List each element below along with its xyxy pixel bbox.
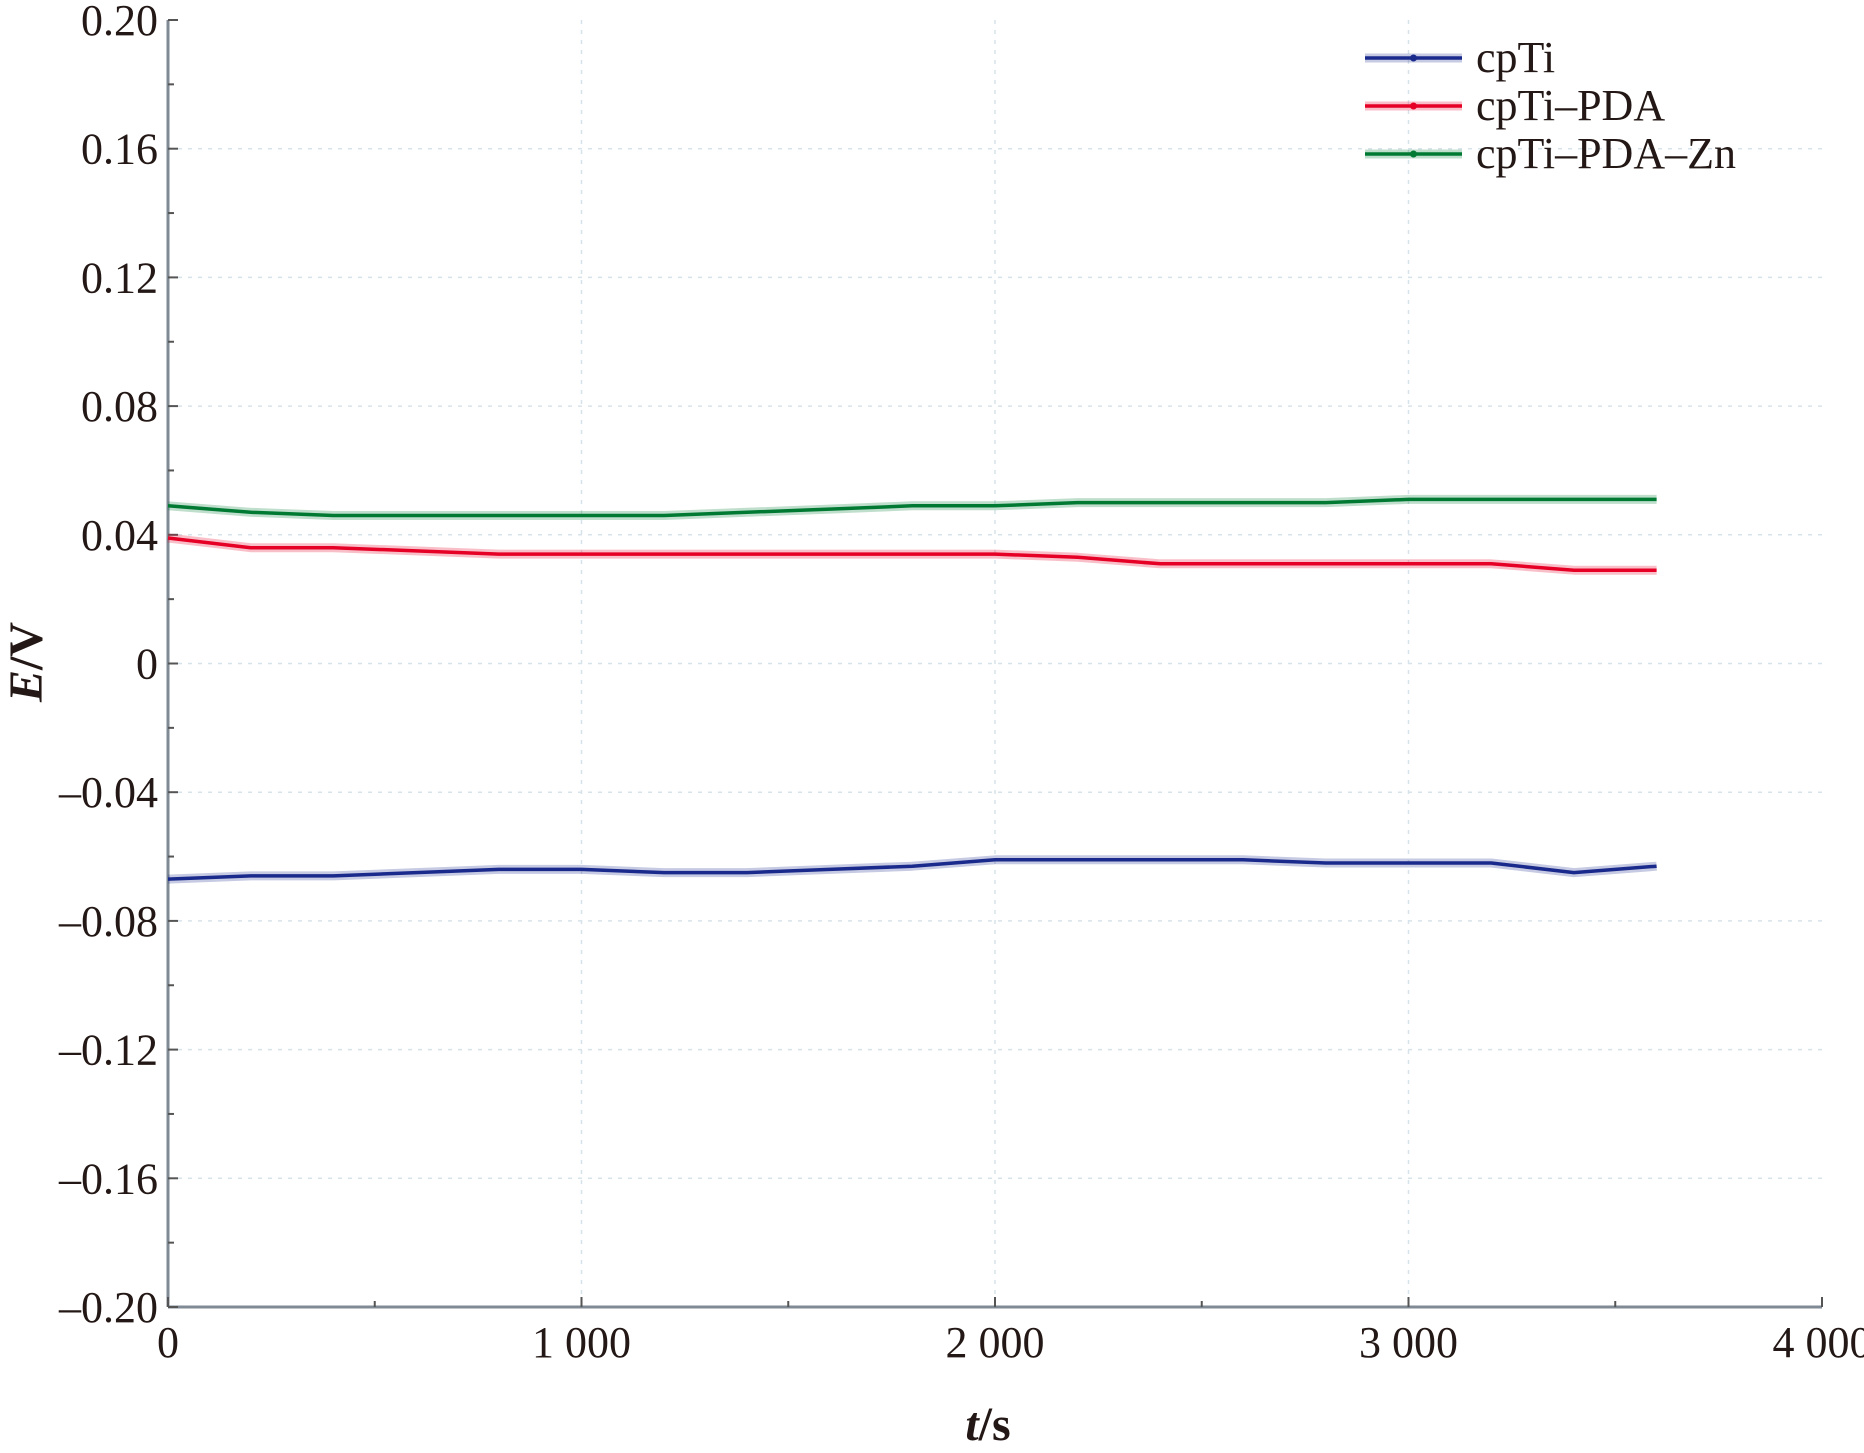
series-layer	[167, 494, 1657, 884]
y-tick-label-1: 0.16	[81, 125, 158, 174]
y-tick-label-6: –0.04	[58, 768, 158, 817]
legend-marker-0	[1410, 54, 1417, 62]
x-axis-title-unit: /s	[978, 1398, 1011, 1451]
legend-label-2: cpTi–PDA–Zn	[1476, 129, 1736, 178]
y-tick-label-8: –0.12	[58, 1026, 158, 1075]
legend-label-0: cpTi	[1476, 33, 1555, 82]
legend-marker-1	[1410, 102, 1417, 110]
y-axis-title-unit: /V	[0, 622, 53, 671]
x-tick-label-1: 1 000	[532, 1318, 631, 1367]
legend-label-1: cpTi–PDA	[1476, 81, 1665, 130]
grid-layer	[168, 20, 1822, 1307]
x-tick-label-4: 4 000	[1773, 1318, 1864, 1367]
y-tick-label-9: –0.16	[58, 1154, 158, 1203]
axis-layer: 0.20 0.16 0.12 0.08 0.04 0 –0.04 –0.08 –0.12 –0.1…	[58, 0, 1864, 1367]
series-line-0	[167, 858, 1657, 881]
y-tick-label-7: –0.08	[58, 897, 158, 946]
legend-marker-2	[1410, 150, 1417, 158]
x-axis-title: t/s	[965, 1398, 1010, 1451]
series-line-2	[167, 497, 1657, 518]
x-tick-label-0: 0	[157, 1318, 179, 1367]
y-tick-label-10: –0.20	[58, 1283, 158, 1332]
y-tick-label-2: 0.12	[81, 253, 158, 302]
y-tick-label-0: 0.20	[81, 0, 158, 45]
y-axis-title-symbol: E	[0, 670, 53, 703]
y-axis-title: E/V	[0, 622, 53, 703]
x-axis-title-symbol: t	[965, 1398, 980, 1451]
series-line-1	[167, 536, 1657, 572]
x-tick-label-3: 3 000	[1359, 1318, 1458, 1367]
y-tick-label-3: 0.08	[81, 382, 158, 431]
y-tick-label-5: 0	[136, 640, 158, 689]
x-tick-label-2: 2 000	[946, 1318, 1045, 1367]
y-tick-label-4: 0.04	[81, 511, 158, 560]
